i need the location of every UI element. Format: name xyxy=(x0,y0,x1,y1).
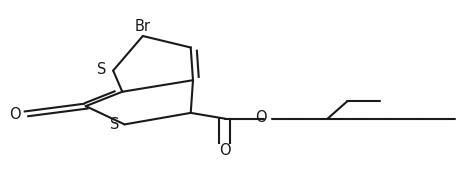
Text: O: O xyxy=(256,110,267,125)
Text: O: O xyxy=(219,143,231,158)
Text: S: S xyxy=(97,62,106,77)
Text: Br: Br xyxy=(135,19,151,34)
Text: O: O xyxy=(9,107,21,122)
Text: S: S xyxy=(110,117,119,132)
